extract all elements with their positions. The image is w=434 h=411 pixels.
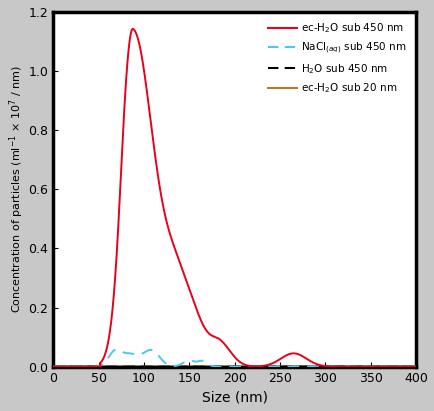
Y-axis label: Concentration of particles (ml$^{-1}$ $\times$ 10$^7$ / nm): Concentration of particles (ml$^{-1}$ $\…: [7, 65, 26, 313]
Legend: ec-H$_2$O sub 450 nm, NaCl$_{(aq)}$ sub 450 nm, H$_2$O sub 450 nm, ec-H$_2$O sub: ec-H$_2$O sub 450 nm, NaCl$_{(aq)}$ sub …: [263, 17, 410, 99]
X-axis label: Size (nm): Size (nm): [201, 390, 267, 404]
